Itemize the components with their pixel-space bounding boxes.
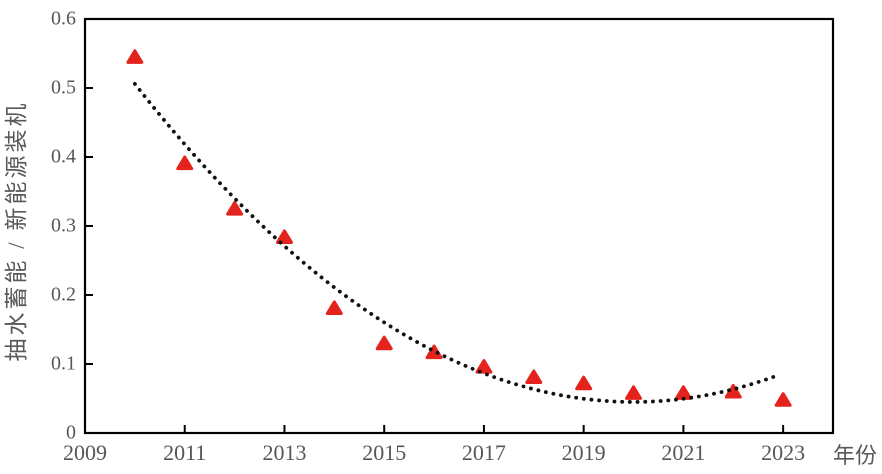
data-point-marker <box>575 375 593 391</box>
data-point-marker <box>525 369 543 385</box>
y-tick-label: 0 <box>66 422 76 444</box>
plot-frame <box>83 17 835 435</box>
x-tick-label: 2017 <box>462 440 506 465</box>
x-tick-label: 2013 <box>262 440 306 465</box>
y-tick-label: 0.1 <box>51 353 76 375</box>
data-point-marker <box>275 229 293 244</box>
data-point-marker <box>226 201 244 216</box>
x-tick-label: 2023 <box>761 440 805 465</box>
data-point-marker <box>325 300 343 316</box>
x-tick-label: 2009 <box>63 440 107 465</box>
x-axis-title: 年份 <box>833 443 877 468</box>
x-tick-label: 2019 <box>562 440 606 465</box>
x-tick-label: 2015 <box>362 440 406 465</box>
trend-line <box>132 81 780 404</box>
data-point-marker <box>475 359 493 374</box>
data-point-marker <box>625 385 643 400</box>
x-tick-label: 2011 <box>163 440 206 465</box>
y-tick-label: 0.4 <box>51 146 76 168</box>
y-tick-label: 0.2 <box>51 284 76 306</box>
data-point-marker <box>126 49 144 64</box>
data-point-marker <box>674 385 692 400</box>
y-tick-label: 0.3 <box>51 215 76 237</box>
data-point-marker <box>774 392 792 407</box>
y-tick-label: 0.6 <box>51 8 76 30</box>
data-point-marker <box>375 335 393 351</box>
y-tick-label: 0.5 <box>51 77 76 99</box>
y-axis-title: 抽水蓄能 / 新能源装机 <box>4 101 29 362</box>
x-tick-label: 2021 <box>661 440 705 465</box>
data-point-marker <box>176 155 194 171</box>
